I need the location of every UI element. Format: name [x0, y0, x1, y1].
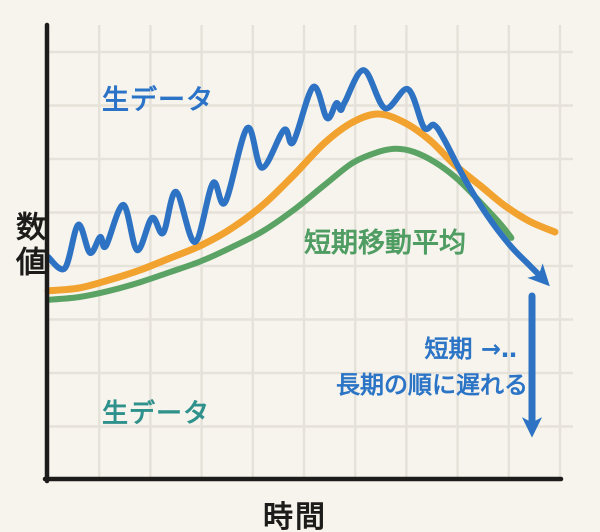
- x-axis-label: 時間: [263, 500, 327, 532]
- short-lag-moving-average-line: [44, 110, 559, 295]
- raw-data-label-bottom: 生データ: [102, 399, 211, 429]
- lag-note-line2: 長期の順に遅れる: [336, 371, 528, 399]
- short-term-moving-average-label: 短期移動平均: [304, 228, 466, 259]
- y-axis-label: 数値: [10, 211, 45, 281]
- raw-data-line: [45, 67, 550, 287]
- grid-lines: [48, 25, 573, 477]
- lag-note-line1: 短期 →‥: [424, 335, 517, 363]
- raw-data-label-top: 生データ: [102, 85, 214, 116]
